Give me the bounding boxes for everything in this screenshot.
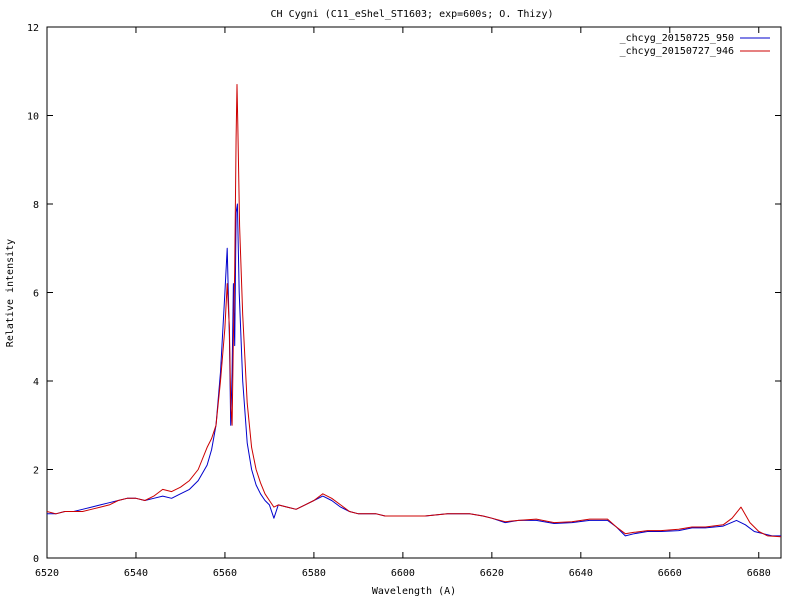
y-tick-label: 0 [33,554,39,565]
y-tick-label: 4 [33,377,39,388]
y-tick-label: 10 [27,112,39,123]
y-tick-label: 8 [33,200,39,211]
series-line-2 [46,84,782,538]
chart-title: CH Cygni (C11_eShel_ST1603; exp=600s; O.… [271,9,554,20]
series-layer [46,84,782,538]
x-tick-label: 6680 [747,568,771,579]
series-line-1 [47,203,781,537]
legend: _chcyg_20150725_950 _chcyg_20150727_946 [620,33,770,57]
plot-border [46,26,782,559]
y-tick-label: 6 [33,289,39,300]
x-axis-ticks: 6520 6540 6560 6580 6600 6620 6640 6660 6680 [35,27,771,579]
plot-frame [46,26,782,559]
x-tick-label: 6560 [213,568,237,579]
legend-label-series-2: _chcyg_20150727_946 [620,46,734,57]
x-tick-label: 6540 [124,568,148,579]
x-tick-label: 6620 [480,568,504,579]
y-tick-label: 2 [33,466,39,477]
x-tick-label: 6580 [302,568,326,579]
x-tick-label: 6660 [658,568,682,579]
y-axis-ticks: 0 2 4 6 8 10 12 [27,23,781,565]
x-axis-title: Wavelength (A) [372,586,456,597]
x-tick-label: 6640 [569,568,593,579]
y-tick-label: 12 [27,23,39,34]
x-tick-label: 6600 [391,568,415,579]
legend-label-series-1: _chcyg_20150725_950 [620,33,734,44]
y-axis-title: Relative intensity [5,239,16,347]
x-tick-label: 6520 [35,568,59,579]
